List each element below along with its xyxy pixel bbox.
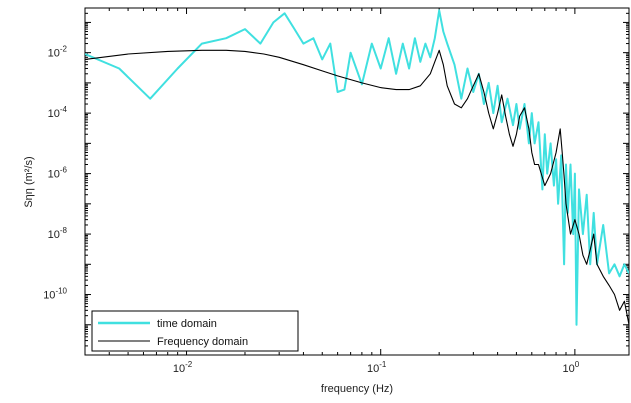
series-line-frequency-domain [85,49,629,325]
y-tick-label: 10-4 [48,105,68,120]
y-axis: 10-2 10-4 10-6 10-8 10-10 [43,12,629,356]
y-tick-label: 10-8 [48,226,68,241]
legend-label-frequency-domain: Frequency domain [157,336,248,348]
legend-box [91,310,299,352]
plot-area [84,7,630,356]
y-axis-label: Sηη (m²/s) [23,156,35,207]
x-axis-label: frequency (Hz) [321,383,393,395]
legend-label-time-domain: time domain [157,318,217,330]
x-tick-label: 10-2 [173,360,193,375]
x-axis: 10-2 10-1 100 [84,8,580,375]
series-line-time-domain [85,9,629,326]
legend: time domain Frequency domain [91,310,299,352]
y-tick-label: 10-6 [48,166,68,181]
y-tick-label: 10-10 [43,287,67,302]
x-tick-label: 100 [563,360,580,375]
y-tick-label: 10-2 [48,45,68,60]
x-tick-label: 10-1 [367,360,387,375]
